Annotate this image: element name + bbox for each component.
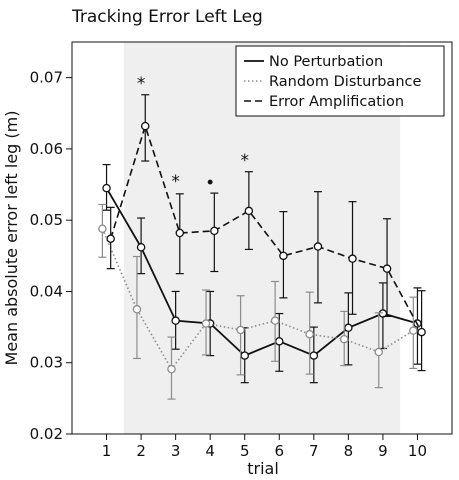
y-axis-label: Mean absolute error left leg (m): [2, 111, 21, 366]
significance-marker: •: [205, 173, 215, 193]
significance-marker: *: [240, 151, 249, 171]
random-disturbance-point: [201, 319, 211, 328]
y-tick-label: 0.03: [30, 354, 63, 372]
x-tick-label: 5: [240, 442, 250, 460]
chart-title: Tracking Error Left Leg: [71, 7, 263, 27]
x-tick-label: 9: [378, 442, 388, 460]
legend-label-error-amplification: Error Amplification: [269, 94, 404, 110]
error-amplification-point: [279, 251, 288, 261]
random-disturbance-point: [98, 224, 107, 233]
y-tick-label: 0.02: [30, 425, 63, 443]
legend-box: [235, 45, 445, 117]
error-amplification-point: [210, 226, 219, 236]
error-amplification-point: [417, 327, 426, 337]
random-disturbance-point: [236, 325, 245, 335]
error-amplification-point: [106, 234, 115, 243]
error-amplification-point: [175, 228, 185, 238]
no-perturbation-point: [344, 323, 353, 333]
random-disturbance-point: [167, 364, 176, 374]
no-perturbation-point: [171, 316, 180, 325]
no-perturbation-point: [275, 337, 284, 346]
error-amplification-point: [140, 121, 150, 131]
error-amplification-point: [382, 264, 392, 273]
no-perturbation-point: [240, 351, 249, 360]
legend-label-random-disturbance: Random Disturbance: [269, 74, 421, 90]
y-tick-label: 0.05: [30, 211, 63, 229]
y-tick-label: 0.07: [30, 69, 63, 87]
random-disturbance-point: [339, 334, 349, 344]
x-tick-label: 1: [102, 442, 112, 460]
significance-marker: *: [171, 172, 180, 192]
no-perturbation-line: [105, 187, 418, 357]
no-perturbation-point: [102, 183, 111, 193]
random-disturbance-point: [374, 347, 384, 357]
x-tick-label: 3: [171, 442, 181, 460]
x-tick-label: 4: [205, 442, 215, 460]
x-tick-label: 10: [408, 442, 427, 460]
error-amplification-point: [313, 242, 323, 251]
x-axis-label: trial: [247, 459, 279, 478]
random-disturbance-point: [270, 316, 280, 325]
y-tick-label: 0.04: [30, 282, 63, 300]
random-disturbance-point: [409, 326, 418, 335]
y-tick-label: 0.06: [30, 140, 63, 158]
error-amplification-line: [109, 123, 423, 333]
plot-area: 0.02 0.03 0.04 0.05 0.06 0.07 1 2 3 4 5 6 7 8 9 10 * * • * N…: [30, 41, 453, 460]
no-perturbation-point: [309, 351, 319, 360]
x-tick-label: 8: [344, 442, 354, 460]
error-amplification-point: [244, 206, 254, 216]
random-disturbance-point: [132, 305, 142, 314]
error-amplification-point: [348, 254, 357, 263]
x-tick-label: 7: [309, 442, 319, 460]
x-tick-label: 2: [136, 442, 146, 460]
legend-label-no-perturbation: No Perturbation: [269, 54, 383, 70]
significance-marker: *: [137, 74, 146, 94]
random-disturbance-point: [305, 329, 314, 339]
no-perturbation-point: [136, 243, 146, 252]
plot-frame: [71, 41, 453, 435]
x-tick-label: 6: [274, 442, 284, 460]
